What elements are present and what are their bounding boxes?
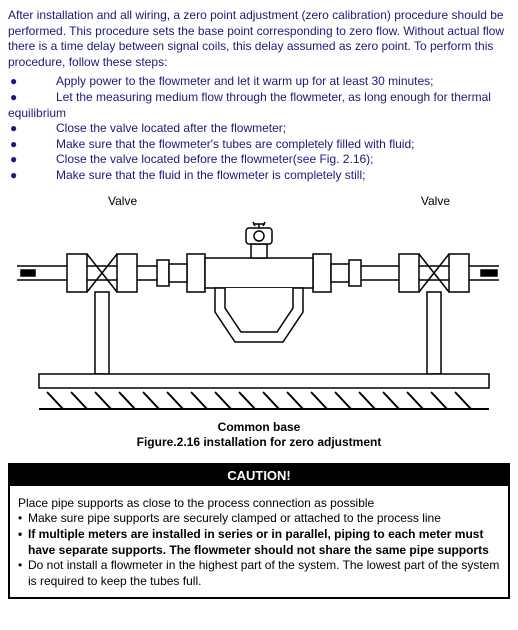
list-item: ●Close the valve located after the flowm… — [8, 121, 510, 137]
list-item: ●Close the valve located before the flow… — [8, 152, 510, 168]
caution-item: •Do not install a flowmeter in the highe… — [18, 558, 500, 589]
flowmeter-diagram — [9, 214, 509, 414]
intro-paragraph: After installation and all wiring, a zer… — [8, 8, 510, 70]
list-item: ●Apply power to the flowmeter and let it… — [8, 74, 510, 90]
caution-header: CAUTION! — [10, 465, 508, 486]
common-base-label: Common base — [8, 420, 510, 436]
caution-body: Place pipe supports as close to the proc… — [10, 486, 508, 598]
valve-label-left: Valve — [108, 194, 137, 208]
list-item: equilibrium — [8, 106, 510, 122]
figure: Valve Valve — [8, 194, 510, 451]
list-item: ●Make sure that the fluid in the flowmet… — [8, 168, 510, 184]
caution-item: •Make sure pipe supports are securely cl… — [18, 511, 500, 527]
list-item: ●Let the measuring medium flow through t… — [8, 90, 510, 106]
valve-label-right: Valve — [421, 194, 450, 208]
caution-item: •If multiple meters are installed in ser… — [18, 527, 500, 558]
steps-list: ●Apply power to the flowmeter and let it… — [8, 74, 510, 183]
caution-intro: Place pipe supports as close to the proc… — [18, 496, 500, 512]
list-item: ●Make sure that the flowmeter's tubes ar… — [8, 137, 510, 153]
caution-box: CAUTION! Place pipe supports as close to… — [8, 463, 510, 600]
figure-caption: Figure.2.16 installation for zero adjust… — [8, 435, 510, 451]
